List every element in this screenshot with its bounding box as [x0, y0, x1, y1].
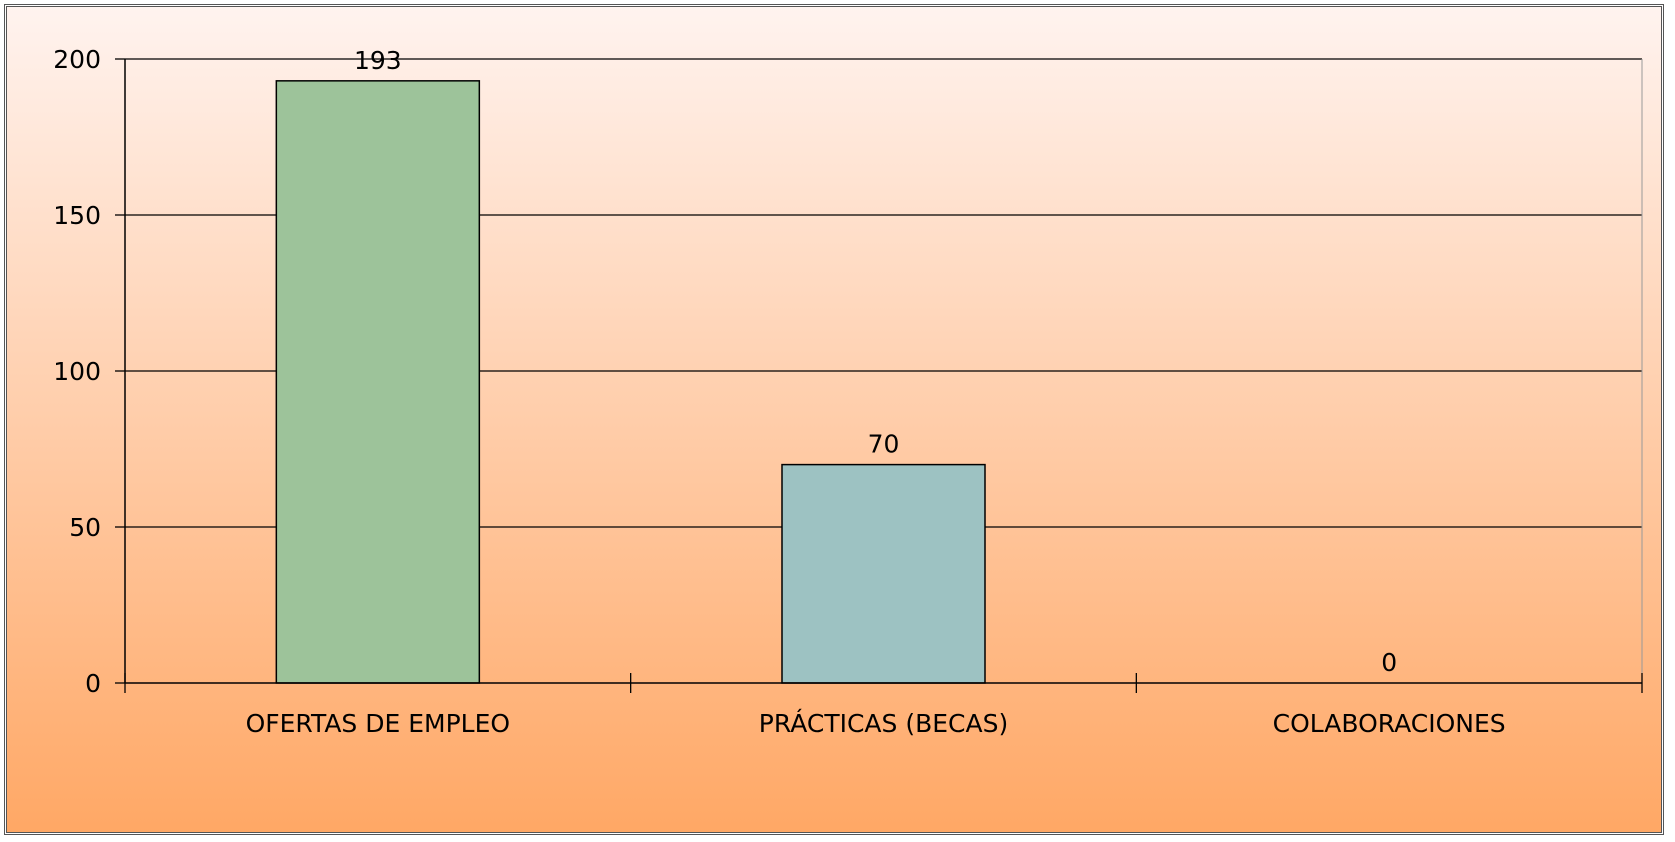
x-category-label-1: OFERTAS DE EMPLEO [246, 709, 511, 738]
y-tick-label-100: 100 [53, 357, 101, 386]
y-tick-label-50: 50 [69, 513, 101, 542]
data-label-1: 193 [354, 46, 402, 75]
y-tick-label-200: 200 [53, 45, 101, 74]
x-category-label-2: PRÁCTICAS (BECAS) [759, 709, 1008, 738]
bar-1 [275, 80, 481, 684]
y-tick-label-0: 0 [85, 669, 101, 698]
chart-frame: 0 50 100 150 200 193 70 0 OFERTAS DE EMPLEO PRÁCT… [4, 4, 1664, 835]
labels: 0 50 100 150 200 193 70 0 OFERTAS DE EMPLEO PRÁCT… [53, 45, 1505, 738]
x-category-label-3: COLABORACIONES [1273, 709, 1506, 738]
data-label-3: 0 [1381, 648, 1397, 677]
bar-2 [781, 463, 986, 684]
y-tick-label-150: 150 [53, 201, 101, 230]
bar-chart: 0 50 100 150 200 193 70 0 OFERTAS DE EMPLEO PRÁCT… [7, 7, 1661, 832]
data-label-2: 70 [868, 430, 900, 459]
axes [115, 58, 1643, 693]
bars [275, 80, 986, 684]
